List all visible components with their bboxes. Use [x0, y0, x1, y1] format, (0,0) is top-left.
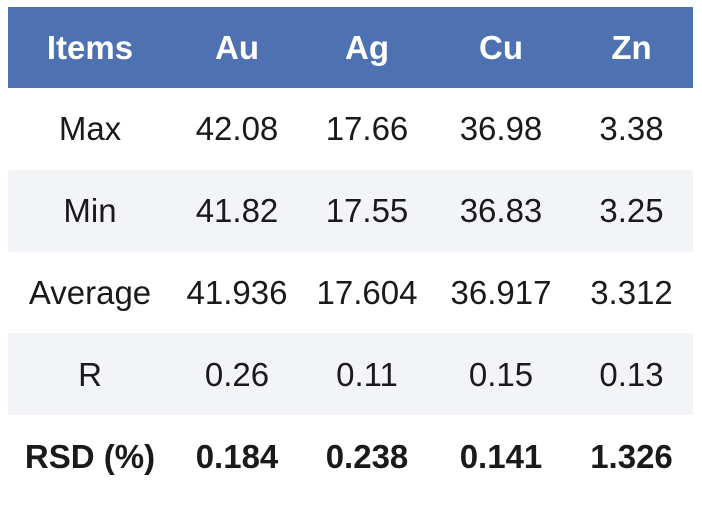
row-label: Average	[28, 273, 152, 311]
column-header-ag: Ag	[345, 29, 389, 66]
row-label: Max	[58, 110, 122, 148]
table-cell: 3.312	[590, 273, 673, 311]
table-row-rsd: RSD (%) 0.184 0.238 0.141 1.326	[8, 415, 693, 497]
row-label: RSD (%)	[24, 437, 156, 475]
column-header-au: Au	[215, 29, 259, 66]
table-cell: 0.238	[325, 437, 409, 475]
table-cell: 36.83	[459, 192, 543, 230]
table-cell: 17.604	[316, 273, 418, 311]
table-cell: 42.08	[195, 110, 279, 148]
table-cell: 36.98	[459, 110, 543, 148]
table-cell: 0.26	[204, 355, 270, 393]
table-row-max: Max 42.08 17.66 36.98 3.38	[8, 88, 693, 170]
table-row-average: Average 41.936 17.604 36.917 3.312	[8, 251, 693, 334]
table-cell: 0.13	[599, 355, 664, 393]
table-cell: 17.55	[325, 192, 409, 230]
table-row-r: R 0.26 0.11 0.15 0.13	[8, 333, 693, 416]
table-cell: 0.15	[468, 355, 534, 393]
table-header-row: Items Au Ag Cu Zn	[8, 7, 693, 88]
column-header-cu: Cu	[479, 29, 523, 66]
table-cell: 41.82	[195, 192, 279, 230]
column-header-items: Items	[46, 29, 134, 66]
table-cell: 41.936	[186, 273, 288, 311]
table-cell: 17.66	[325, 110, 409, 148]
row-label: Min	[63, 192, 117, 230]
results-table: Items Au Ag Cu Zn Max 42.08 17.66 36.98 …	[8, 7, 693, 497]
table-cell: 0.141	[459, 437, 543, 475]
row-label: R	[78, 355, 102, 393]
table-cell: 3.38	[599, 110, 664, 148]
table-row-min: Min 41.82 17.55 36.83 3.25	[8, 169, 693, 252]
table-cell: 0.184	[195, 437, 279, 475]
table-cell: 1.326	[590, 437, 673, 475]
column-header-zn: Zn	[611, 29, 652, 66]
table-cell: 36.917	[450, 273, 552, 311]
table-cell: 3.25	[599, 192, 664, 230]
table-cell: 0.11	[336, 355, 398, 393]
